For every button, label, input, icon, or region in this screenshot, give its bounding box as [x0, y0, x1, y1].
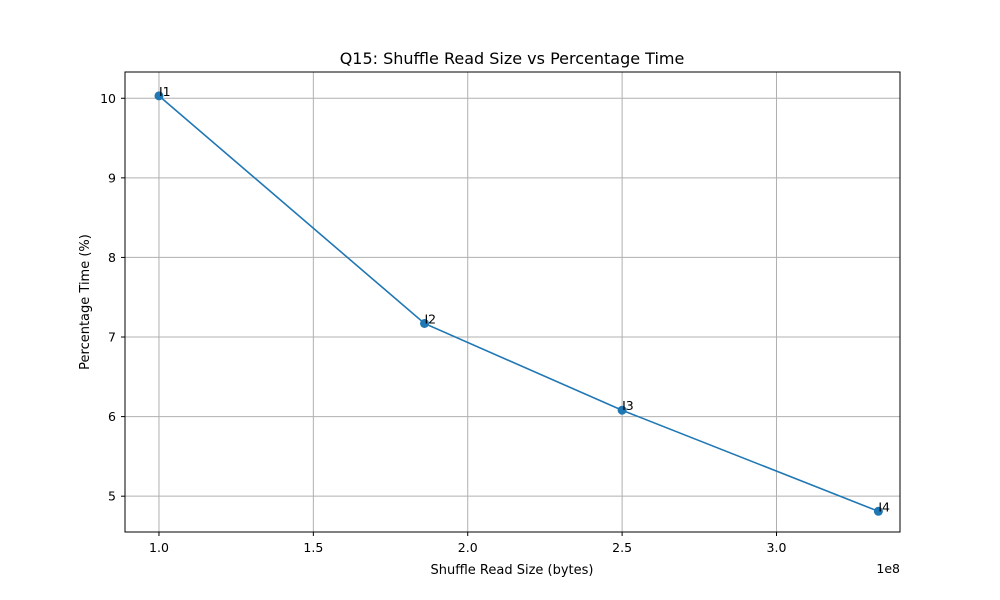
data-point	[617, 405, 627, 415]
tick-layer: 1.0 1.5 2.0 2.5 3.0 5 6 7 8 9 10	[100, 91, 786, 555]
y-tick-label: 8	[108, 250, 116, 265]
data-point-label: I2	[425, 311, 437, 326]
y-tick-label: 9	[108, 170, 116, 185]
chart-title: Q15: Shuffle Read Size vs Percentage Tim…	[340, 49, 685, 68]
data-point	[420, 318, 430, 328]
x-axis-offset-text: 1e8	[876, 561, 900, 576]
series-line	[158, 95, 879, 513]
x-tick-label: 2.5	[612, 540, 632, 555]
data-point	[154, 91, 164, 101]
y-tick-label: 6	[108, 409, 116, 424]
y-tick-label: 7	[108, 330, 116, 345]
x-tick-label: 1.5	[303, 540, 323, 555]
plot-area-frame	[124, 71, 901, 533]
series-layer: I1 I2 I3 I4	[154, 84, 890, 516]
y-tick-label: 10	[100, 91, 116, 106]
data-point-label: I4	[878, 499, 890, 514]
x-tick-label: 2.0	[458, 540, 478, 555]
y-axis-label: Percentage Time (%)	[78, 234, 93, 370]
x-tick-label: 3.0	[767, 540, 787, 555]
y-tick-label: 5	[108, 489, 116, 504]
data-point-label: I1	[159, 84, 171, 99]
x-axis-label: Shuffle Read Size (bytes)	[430, 563, 593, 578]
data-point-label: I3	[622, 398, 634, 413]
x-tick-label: 1.0	[149, 540, 169, 555]
grid-layer	[125, 72, 900, 532]
data-point	[873, 506, 883, 516]
